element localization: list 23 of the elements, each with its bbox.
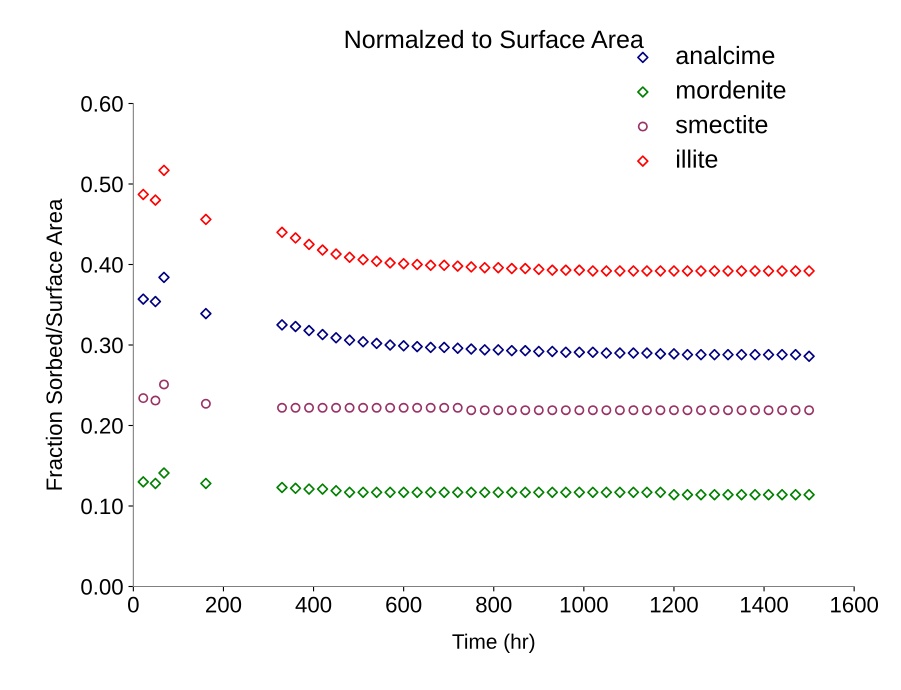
y-tick-label: 0.20 (81, 418, 123, 434)
y-tick-label: 0.60 (81, 96, 123, 112)
y-tick-label: 0.00 (81, 579, 123, 595)
x-tick-label: 1400 (741, 596, 788, 613)
x-tick-label: 400 (296, 596, 332, 613)
legend-label: illite (676, 150, 718, 168)
y-tick-label: 0.10 (81, 498, 123, 514)
x-tick-label: 200 (206, 596, 242, 613)
x-tick-label: 0 (128, 596, 139, 613)
y-axis-title: Fraction Sorbed/Surface Area (46, 198, 62, 490)
legend-label: analcime (676, 46, 774, 64)
x-tick-label: 1600 (831, 596, 878, 613)
legend-label: smectite (676, 114, 768, 134)
y-tick-label: 0.30 (81, 338, 123, 354)
x-tick-label: 1200 (650, 596, 698, 613)
x-tick-label: 600 (386, 596, 422, 613)
legend-label: mordenite (676, 80, 786, 99)
x-tick-label: 800 (476, 596, 512, 613)
x-axis-title: Time (hr) (452, 634, 534, 654)
chart-title: Normalzed to Surface Area (346, 30, 644, 48)
y-tick-label: 0.50 (81, 176, 123, 192)
x-tick-label: 1000 (560, 596, 608, 613)
y-tick-label: 0.40 (81, 257, 123, 273)
